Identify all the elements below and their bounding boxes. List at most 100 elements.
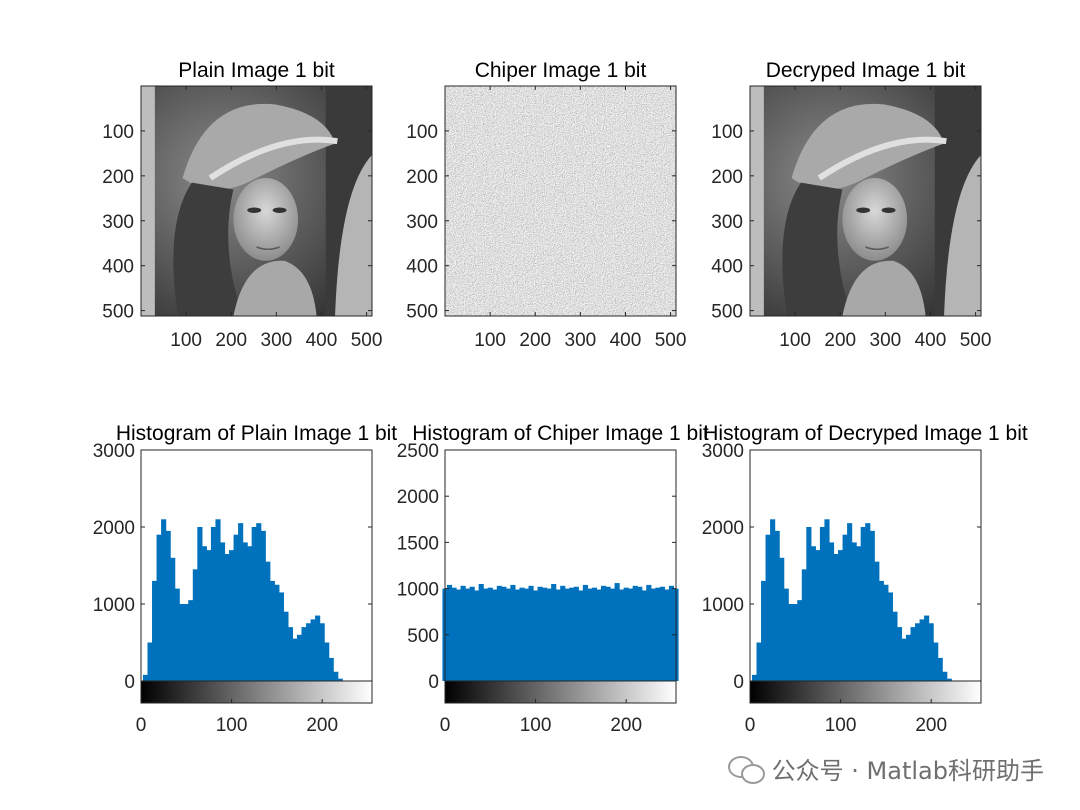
y-tick-label: 400 <box>711 257 743 278</box>
histogram-bar <box>474 590 480 681</box>
axes-frame <box>749 85 982 317</box>
histogram-bar <box>915 623 921 681</box>
histogram-bar <box>310 619 316 681</box>
histogram-bar <box>614 583 620 681</box>
histogram-bar <box>756 642 762 681</box>
x-tick-label: 200 <box>610 715 642 736</box>
panel-title: Decryped Image 1 bit <box>766 59 966 82</box>
y-tick-label: 3000 <box>93 441 135 462</box>
x-tick-label: 400 <box>306 330 338 351</box>
histogram-bar <box>551 583 557 681</box>
histogram-bar <box>869 530 875 681</box>
histogram-bar <box>573 586 579 681</box>
histogram-bar <box>810 546 816 681</box>
histogram-bar <box>874 561 880 681</box>
histogram-bar <box>523 588 530 681</box>
panel-title: Histogram of Plain Image 1 bit <box>116 422 397 445</box>
y-tick-label: 400 <box>102 257 134 278</box>
histogram-bar <box>188 600 194 681</box>
histogram-bar <box>605 586 611 681</box>
histogram-bar <box>519 587 525 681</box>
histogram-bar <box>650 588 656 681</box>
histogram-bar <box>492 589 498 681</box>
y-tick-label: 100 <box>406 122 438 143</box>
histogram-bar <box>901 638 907 681</box>
axes-frame <box>444 449 677 704</box>
histogram-bar <box>219 542 226 681</box>
histogram-bar <box>328 657 334 681</box>
y-tick-label: 0 <box>428 672 439 693</box>
histogram-bar <box>578 590 584 681</box>
y-tick-label: 0 <box>733 672 744 693</box>
histogram-bar <box>319 623 325 681</box>
y-tick-label: 2000 <box>702 518 744 539</box>
y-tick-label: 0 <box>124 672 135 693</box>
y-tick-label: 300 <box>711 212 743 233</box>
histogram-bar <box>528 585 534 681</box>
histogram-bar <box>315 615 321 681</box>
x-tick-label: 200 <box>519 330 551 351</box>
histogram-bar <box>292 638 298 681</box>
axes-frame <box>749 449 982 704</box>
histogram-bar <box>770 519 776 681</box>
x-tick-label: 200 <box>824 330 856 351</box>
x-tick-label: 0 <box>745 715 756 736</box>
histogram-bar <box>269 580 275 681</box>
histogram-bar <box>251 527 257 681</box>
histogram-bar <box>600 585 607 681</box>
y-tick-label: 2500 <box>397 441 439 462</box>
histogram-bar <box>797 600 803 681</box>
histogram-bar <box>192 569 198 681</box>
histogram-bar <box>928 623 934 681</box>
histogram-bar <box>210 527 217 681</box>
histogram-bar <box>287 627 294 681</box>
y-tick-label: 200 <box>711 167 743 188</box>
y-tick-label: 500 <box>711 302 743 323</box>
histogram-bar <box>582 584 588 681</box>
histogram-bar <box>274 584 280 681</box>
y-tick-label: 1000 <box>702 595 744 616</box>
histogram-bar <box>641 590 647 681</box>
histogram-bar <box>664 589 670 681</box>
histogram-bar <box>456 589 462 681</box>
histogram-bar <box>247 546 253 681</box>
histogram-bar <box>505 588 511 681</box>
histogram-bar <box>337 678 343 681</box>
histogram-bar <box>828 542 835 681</box>
y-tick-label: 400 <box>406 257 438 278</box>
x-tick-label: 100 <box>474 330 506 351</box>
histogram-bar <box>265 561 271 681</box>
photo-content <box>141 86 372 316</box>
photo-content <box>750 86 981 316</box>
histogram-bar <box>774 530 780 681</box>
histogram-bar <box>537 586 543 681</box>
histogram-bar <box>610 588 616 681</box>
x-tick-label: 200 <box>306 715 338 736</box>
watermark-text: 公众号 · Matlab科研助手 <box>771 757 1044 785</box>
x-tick-label: 100 <box>520 715 552 736</box>
histogram-bar <box>942 671 948 681</box>
histogram-bar <box>946 678 952 681</box>
histogram-bar <box>878 580 884 681</box>
histogram-bar <box>896 627 903 681</box>
grayscale-colorbar <box>749 680 982 704</box>
histogram-bar <box>856 546 862 681</box>
x-tick-label: 100 <box>825 715 857 736</box>
histogram-bar <box>860 527 866 681</box>
histogram-bar <box>478 583 484 681</box>
histogram-bar <box>260 530 266 681</box>
histogram-bar <box>892 611 898 681</box>
histogram-bar <box>283 611 289 681</box>
histogram-bar <box>224 553 230 681</box>
y-tick-label: 200 <box>102 167 134 188</box>
histogram-bar <box>296 634 303 681</box>
x-tick-label: 500 <box>655 330 687 351</box>
histogram-bar <box>842 534 848 681</box>
histogram-bar <box>801 569 807 681</box>
histogram-bar <box>569 587 575 681</box>
histogram-bar <box>514 589 521 681</box>
histogram-bar <box>233 534 239 681</box>
x-tick-label: 300 <box>261 330 293 351</box>
histogram-bar <box>201 546 207 681</box>
histogram-bar <box>596 589 602 681</box>
